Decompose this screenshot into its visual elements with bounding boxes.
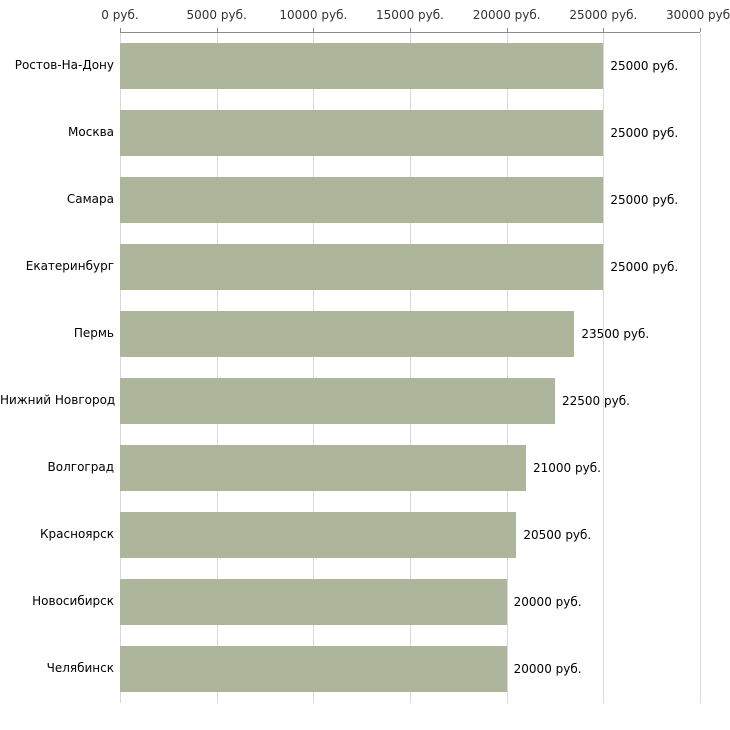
bar — [120, 244, 604, 290]
bar — [120, 311, 575, 357]
category-label: Ростов-На-Дону — [14, 58, 114, 72]
bar-row: 25000 руб. — [120, 33, 700, 100]
bar-row: 25000 руб. — [120, 167, 700, 234]
category-label: Екатеринбург — [25, 259, 114, 273]
category-label: Самара — [66, 192, 114, 206]
value-label: 25000 руб. — [610, 193, 679, 207]
category-label: Пермь — [73, 326, 114, 340]
value-label: 22500 руб. — [562, 394, 630, 408]
value-label: 20000 руб. — [513, 662, 582, 676]
value-label: 23500 руб. — [581, 327, 650, 341]
x-axis-tick-label: 0 руб. — [101, 8, 139, 22]
category-labels-column: Ростов-На-Дону Москва Самара Екатеринбург Пе… — [0, 32, 116, 702]
category-label: Нижний Новгород — [0, 393, 116, 407]
bar — [120, 43, 604, 89]
value-label: 25000 руб. — [610, 126, 679, 140]
x-axis-tick-label: 25000 руб. — [569, 8, 638, 22]
x-axis-tick-label: 5000 руб. — [186, 8, 247, 22]
x-axis-tick-mark — [410, 28, 411, 32]
x-axis-tick-mark — [506, 28, 508, 32]
bar — [120, 646, 507, 692]
bar-row: 20500 руб. — [120, 502, 700, 569]
x-axis-tick-mark — [120, 28, 121, 32]
bar-row: 20000 руб. — [120, 636, 700, 703]
value-label: 21000 руб. — [533, 461, 601, 475]
bar — [120, 579, 507, 625]
x-axis-tick-mark — [700, 28, 701, 32]
x-axis-tick-label: 30000 руб. — [666, 8, 730, 22]
x-axis-tick-label: 10000 руб. — [279, 8, 348, 22]
bar-row: 21000 руб. — [120, 435, 700, 502]
x-axis-tick-labels: 0 руб. 5000 руб. 10000 руб. 15000 руб. 20000… — [101, 8, 730, 26]
category-label: Красноярск — [40, 527, 114, 541]
value-label: 20000 руб. — [513, 595, 582, 609]
category-label: Новосибирск — [32, 594, 114, 608]
bars-layer: 25000 руб. 25000 руб. 25000 руб. 25000 руб.… — [120, 33, 700, 703]
value-label: 25000 руб. — [610, 59, 679, 73]
gridline — [506, 33, 508, 703]
bar-row: 22500 руб. — [120, 368, 700, 435]
bar-row: 20000 руб. — [120, 569, 700, 636]
gridline — [216, 33, 218, 703]
gridline — [313, 33, 315, 703]
x-axis-tick-mark — [313, 28, 315, 32]
bar — [120, 445, 526, 491]
category-label: Волгоград — [47, 460, 114, 474]
bar-row: 25000 руб. — [120, 234, 700, 301]
bar — [120, 177, 604, 223]
x-axis-tick-label: 15000 руб. — [376, 8, 444, 22]
value-label: 20500 руб. — [523, 528, 592, 542]
category-label: Челябинск — [46, 661, 114, 675]
bar-row: 23500 руб. — [120, 301, 700, 368]
plot-area: 25000 руб. 25000 руб. 25000 руб. 25000 руб.… — [120, 28, 701, 703]
value-label: 25000 руб. — [610, 260, 679, 274]
gridline — [603, 33, 605, 703]
bar — [120, 110, 604, 156]
bar — [120, 512, 517, 558]
gridline — [120, 33, 121, 703]
x-axis-tick-mark — [216, 28, 218, 32]
x-axis-tick-mark — [603, 28, 605, 32]
category-label: Москва — [68, 125, 114, 139]
bar — [120, 378, 555, 424]
x-axis-tick-label: 20000 руб. — [472, 8, 541, 22]
bar-row: 25000 руб. — [120, 100, 700, 167]
gridline — [700, 33, 701, 703]
gridline — [410, 33, 411, 703]
